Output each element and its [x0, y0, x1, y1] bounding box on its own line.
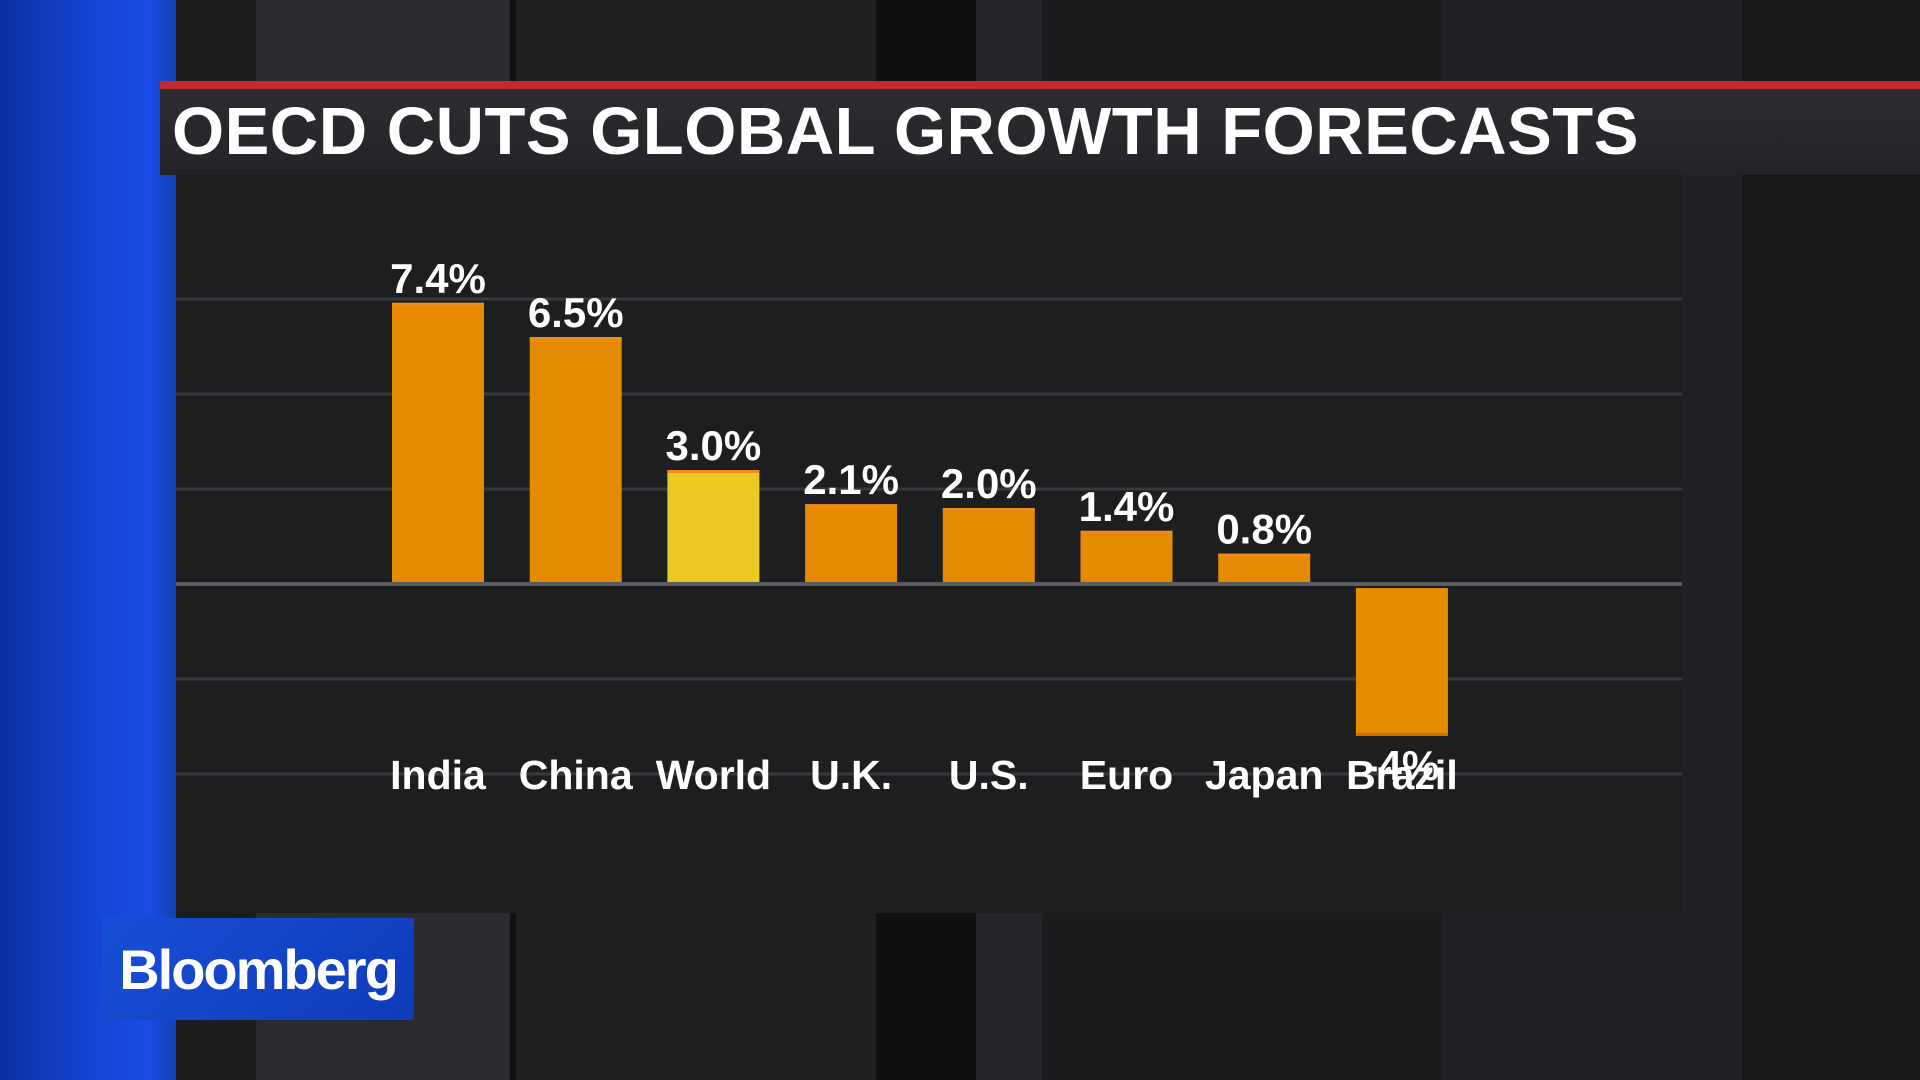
bar-euro: [1080, 530, 1173, 582]
bar-china: [529, 337, 622, 582]
data-label: -4%: [1365, 742, 1440, 789]
category-label: U.S.: [949, 752, 1029, 798]
bar-india: [392, 302, 484, 582]
bar-edge: [529, 337, 622, 340]
chart-panel: 7.4% India 6.5% China 3.0% World 2.1% U.K. 2.0% U…: [176, 175, 1682, 913]
bar-world: [667, 470, 760, 582]
category-label: Brazil: [1346, 752, 1458, 798]
bar-brazil: [1355, 588, 1448, 736]
bar-edge: [667, 470, 760, 473]
logo-text: Bloomberg: [119, 938, 399, 1001]
left-blue-stripe: [0, 0, 176, 1080]
title-bar: OECD CUTS GLOBAL GROWTH FORECASTS: [160, 81, 1920, 175]
bloomberg-logo: Bloomberg: [102, 918, 414, 1020]
data-label: 2.0%: [941, 460, 1037, 507]
bar-edge: [1218, 553, 1311, 557]
bar-edge: [1355, 733, 1448, 736]
data-label: 3.0%: [666, 422, 762, 469]
bar-japan: [1218, 553, 1311, 582]
category-label: U.K.: [810, 752, 892, 798]
data-label: 0.8%: [1216, 506, 1312, 553]
bar-us: [942, 508, 1035, 582]
bar-edge: [805, 504, 898, 508]
data-label: 6.5%: [528, 289, 624, 336]
data-label: 7.4%: [390, 255, 486, 302]
data-label: 1.4%: [1079, 483, 1175, 530]
bar-uk: [805, 504, 898, 582]
background-panel: [1742, 0, 1920, 1080]
bar-edge: [392, 302, 484, 306]
data-label: 2.1%: [803, 456, 899, 503]
category-label: World: [656, 752, 771, 798]
category-label: Euro: [1080, 752, 1173, 798]
category-label: China: [519, 752, 634, 798]
bar-edge: [1080, 530, 1173, 534]
bar-chart: 7.4% India 6.5% China 3.0% World 2.1% U.K. 2.0% U…: [176, 255, 1682, 798]
chart-title: OECD CUTS GLOBAL GROWTH FORECASTS: [172, 94, 1639, 169]
category-label: Japan: [1205, 752, 1324, 798]
category-label: India: [390, 752, 487, 798]
bar-edge: [942, 508, 1035, 511]
